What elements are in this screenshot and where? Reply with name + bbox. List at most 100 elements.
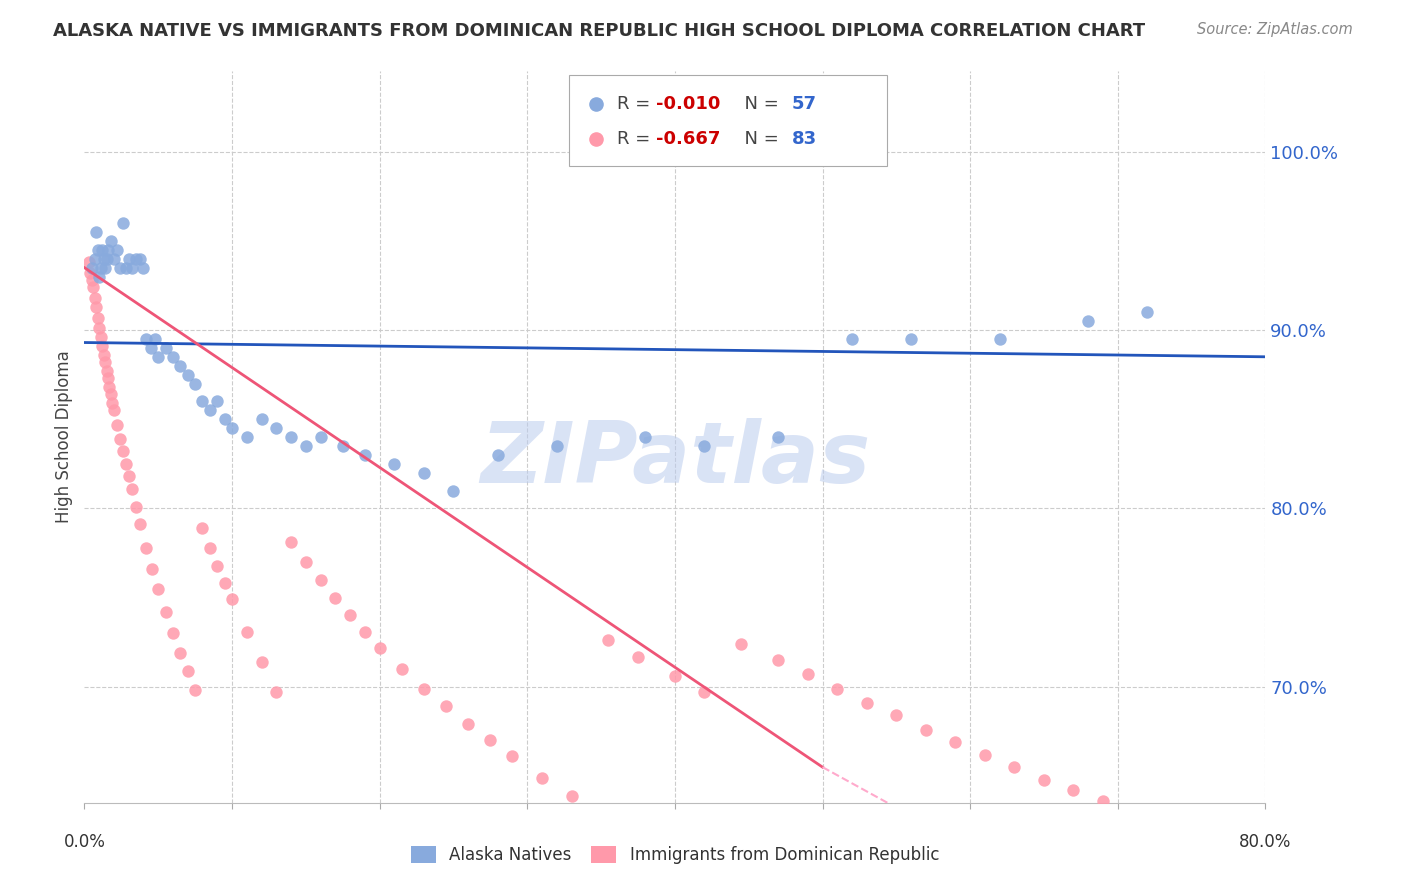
- Point: [479, 733, 502, 747]
- Point: [84, 225, 107, 239]
- Point: [87, 321, 111, 335]
- Point: [221, 592, 243, 607]
- Point: [83, 252, 105, 266]
- Point: [207, 394, 229, 409]
- Point: [132, 260, 155, 275]
- Point: [1181, 826, 1204, 840]
- Point: [148, 582, 170, 596]
- Point: [295, 439, 318, 453]
- Point: [221, 421, 243, 435]
- Point: [121, 260, 143, 275]
- Point: [382, 457, 406, 471]
- Point: [945, 735, 967, 749]
- Text: -0.010: -0.010: [657, 95, 720, 113]
- Point: [108, 260, 131, 275]
- Point: [129, 517, 152, 532]
- Point: [1232, 846, 1254, 860]
- Point: [100, 234, 122, 248]
- Point: [309, 430, 332, 444]
- Point: [100, 387, 122, 401]
- Point: [368, 640, 391, 655]
- Point: [266, 421, 288, 435]
- Point: [1284, 880, 1306, 892]
- Point: [266, 685, 288, 699]
- Point: [1254, 863, 1277, 878]
- Point: [80, 260, 103, 275]
- Point: [86, 310, 108, 325]
- Legend: Alaska Natives, Immigrants from Dominican Republic: Alaska Natives, Immigrants from Dominica…: [411, 846, 939, 864]
- FancyBboxPatch shape: [568, 75, 887, 167]
- Point: [162, 350, 184, 364]
- Point: [531, 771, 554, 785]
- Point: [97, 371, 120, 385]
- Point: [501, 749, 523, 764]
- Text: 80.0%: 80.0%: [1239, 833, 1292, 851]
- Point: [250, 412, 273, 426]
- Point: [1033, 772, 1056, 787]
- Point: [354, 448, 377, 462]
- Point: [96, 364, 118, 378]
- Point: [114, 457, 136, 471]
- Point: [214, 576, 236, 591]
- Point: [121, 482, 143, 496]
- Point: [214, 412, 236, 426]
- Point: [108, 432, 131, 446]
- Point: [413, 466, 436, 480]
- Point: [693, 439, 716, 453]
- Point: [135, 541, 157, 555]
- Point: [111, 216, 134, 230]
- Point: [94, 260, 117, 275]
- Point: [797, 667, 820, 681]
- Point: [93, 348, 115, 362]
- Text: 83: 83: [792, 130, 817, 148]
- Point: [191, 521, 214, 535]
- Text: Source: ZipAtlas.com: Source: ZipAtlas.com: [1197, 22, 1353, 37]
- Point: [91, 339, 114, 353]
- Point: [114, 260, 136, 275]
- Point: [118, 469, 141, 483]
- Point: [143, 332, 166, 346]
- Point: [325, 591, 347, 605]
- Point: [184, 376, 207, 391]
- Point: [141, 562, 163, 576]
- Point: [1150, 815, 1173, 830]
- Point: [768, 653, 790, 667]
- Text: ZIPatlas: ZIPatlas: [479, 417, 870, 500]
- Point: [1122, 805, 1144, 819]
- Point: [457, 717, 479, 731]
- Point: [90, 330, 112, 344]
- Point: [434, 699, 457, 714]
- Point: [96, 252, 118, 266]
- Point: [886, 708, 908, 723]
- Point: [486, 448, 509, 462]
- Point: [93, 252, 115, 266]
- Point: [111, 444, 134, 458]
- Point: [91, 243, 114, 257]
- Text: 0.0%: 0.0%: [63, 833, 105, 851]
- Point: [103, 403, 125, 417]
- Point: [105, 243, 128, 257]
- Point: [332, 439, 354, 453]
- Point: [900, 332, 922, 346]
- Point: [82, 280, 104, 294]
- Text: R =: R =: [617, 130, 657, 148]
- Point: [598, 633, 620, 648]
- Point: [94, 355, 117, 369]
- Point: [561, 789, 583, 803]
- Point: [974, 747, 997, 762]
- Text: 57: 57: [792, 95, 817, 113]
- Point: [83, 291, 105, 305]
- Point: [280, 535, 302, 549]
- Point: [391, 662, 413, 676]
- Point: [827, 681, 849, 696]
- Point: [79, 266, 101, 280]
- Point: [713, 224, 735, 238]
- Point: [198, 403, 221, 417]
- Text: N =: N =: [733, 130, 785, 148]
- Point: [101, 396, 124, 410]
- Point: [191, 394, 214, 409]
- Point: [988, 332, 1011, 346]
- Point: [250, 655, 273, 669]
- Point: [627, 649, 650, 664]
- Point: [713, 310, 735, 325]
